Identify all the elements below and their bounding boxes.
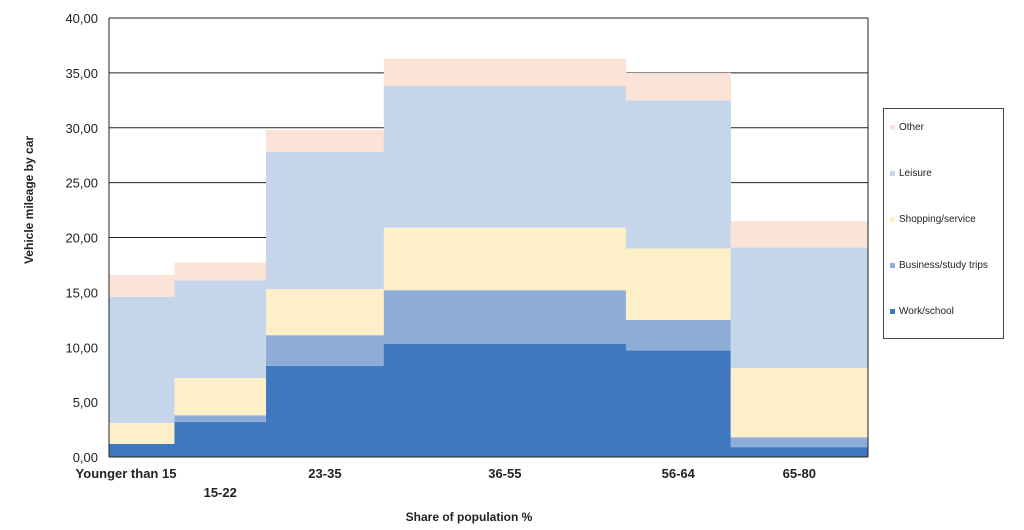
bar-segment — [383, 86, 627, 228]
bar-segment — [625, 100, 731, 249]
legend-item: Work/school — [890, 306, 999, 317]
legend-item: Shopping/service — [890, 214, 999, 225]
y-tick-label: 25,00 — [65, 176, 98, 191]
bar-segment — [266, 151, 385, 290]
y-tick-labels: 0,00 5,00 10,00 15,00 20,00 25,00 30,00 35,00 40… — [65, 11, 98, 465]
y-tick-label: 15,00 — [65, 285, 98, 300]
bar-segment — [730, 221, 869, 248]
legend-swatch — [890, 125, 895, 130]
bar-segment — [625, 72, 731, 101]
bar-segment — [266, 365, 385, 457]
bar-group — [174, 262, 267, 457]
y-tick-label: 20,00 — [65, 231, 98, 246]
bar-segment — [109, 296, 175, 423]
y-tick-label: 35,00 — [65, 66, 98, 81]
axes — [108, 17, 869, 458]
legend-label: Work/school — [899, 306, 954, 317]
y-tick-label: 10,00 — [65, 340, 98, 355]
legend-item: Leisure — [890, 168, 999, 179]
bar-segment — [174, 262, 267, 281]
legend-item: Business/study trips — [890, 260, 999, 271]
y-tick-label: 40,00 — [65, 11, 98, 26]
bar-segment — [383, 58, 627, 87]
legend-label: Leisure — [899, 168, 932, 179]
bar-segment — [383, 290, 627, 344]
bar-segment — [625, 248, 731, 320]
legend-label: Shopping/service — [899, 214, 976, 225]
bar-group — [625, 72, 731, 457]
bar-segment — [383, 343, 627, 457]
bar-segment — [730, 368, 869, 438]
y-tick-label: 5,00 — [73, 395, 98, 410]
y-tick-label: 30,00 — [65, 121, 98, 136]
bar-segment — [109, 443, 175, 457]
bar-segment — [730, 447, 869, 457]
x-tick-label: 56-64 — [662, 466, 696, 481]
bar-segment — [625, 350, 731, 457]
bar-segment — [730, 437, 869, 448]
legend: Other Leisure Shopping/service Business/stu… — [883, 108, 1004, 339]
bar-segment — [109, 422, 175, 444]
legend-item: Other — [890, 122, 999, 133]
bar-segment — [266, 289, 385, 336]
legend-label: Business/study trips — [899, 260, 988, 271]
bar-segment — [174, 415, 267, 422]
x-axis-title: Share of population % — [406, 510, 533, 524]
bar-segment — [174, 377, 267, 416]
legend-label: Other — [899, 122, 925, 133]
legend-swatch — [890, 263, 895, 268]
bar-group — [730, 221, 869, 457]
bar-segment — [109, 274, 175, 297]
bars — [109, 58, 869, 457]
bar-segment — [625, 319, 731, 351]
legend-swatch — [890, 309, 895, 314]
y-axis-title: Vehicle mileage by car — [22, 136, 36, 264]
bar-segment — [174, 421, 267, 457]
bar-segment — [266, 129, 385, 152]
bar-group — [266, 129, 385, 457]
legend-swatch — [890, 171, 895, 176]
x-tick-label: 15-22 — [204, 485, 237, 500]
bar-segment — [383, 227, 627, 291]
x-tick-label: 36-55 — [488, 466, 521, 481]
y-tick-label: 0,00 — [73, 450, 98, 465]
legend-swatch — [890, 217, 895, 222]
bar-group — [109, 274, 175, 457]
bar-segment — [266, 335, 385, 366]
bar-segment — [730, 247, 869, 369]
bar-segment — [174, 280, 267, 378]
x-tick-label: Younger than 15 — [76, 466, 177, 481]
x-tick-label: 23-35 — [308, 466, 341, 481]
x-tick-labels: Younger than 15 15-22 23-35 36-55 56-64 65-80 — [76, 466, 816, 500]
bar-group — [383, 58, 627, 457]
x-tick-label: 65-80 — [783, 466, 816, 481]
